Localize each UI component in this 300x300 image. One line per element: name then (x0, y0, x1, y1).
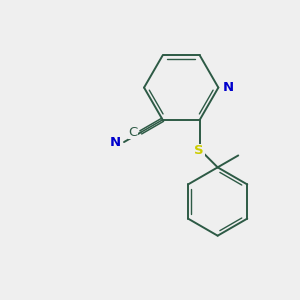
Text: N: N (223, 81, 234, 94)
Text: C: C (128, 126, 138, 139)
Text: S: S (194, 145, 204, 158)
Text: N: N (110, 136, 121, 148)
